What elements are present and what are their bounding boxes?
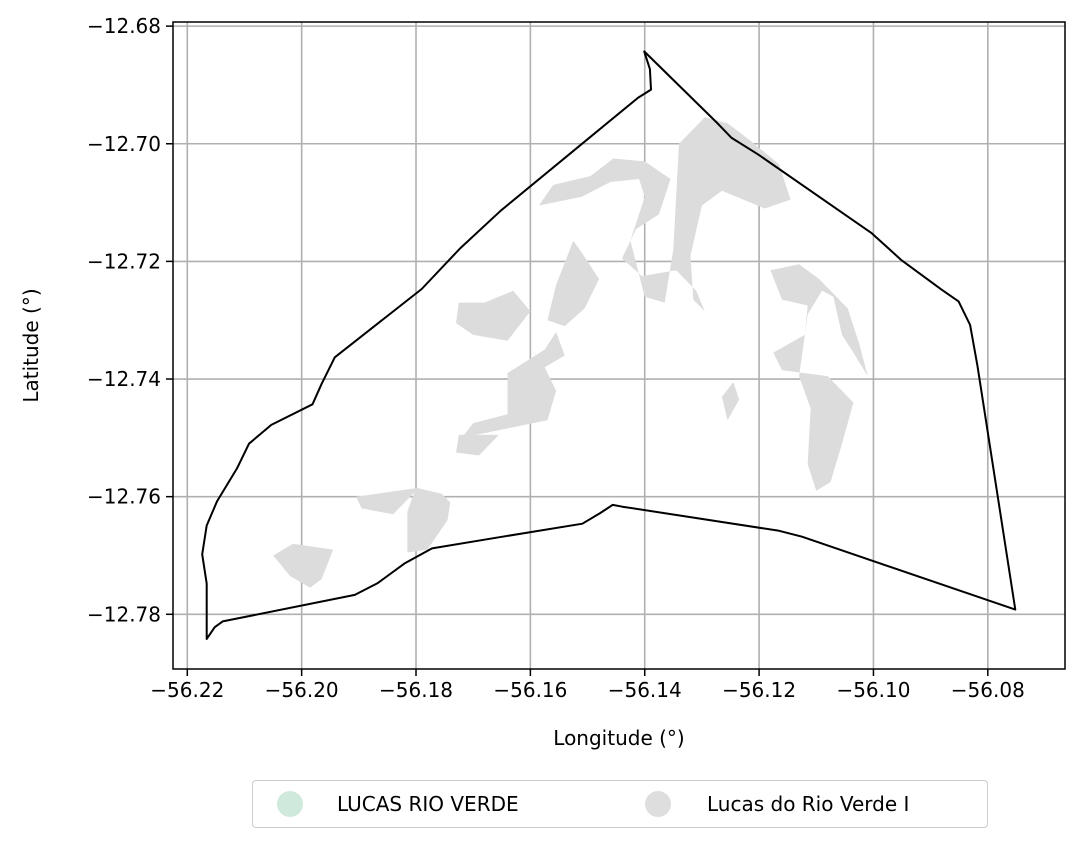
y-tick-label: −12.78 (87, 602, 161, 626)
plot-frame (172, 21, 1066, 670)
parcel-polygon (356, 487, 419, 515)
parcel-polygon (547, 240, 599, 327)
legend-item-lucas-do-rio-verde-i: Lucas do Rio Verde I (645, 781, 909, 827)
y-tick-label: −12.74 (87, 367, 161, 391)
x-tick-label: −56.18 (379, 678, 453, 702)
parcel-polygon (538, 117, 791, 312)
y-tick-label: −12.72 (87, 249, 161, 273)
legend-label: LUCAS RIO VERDE (337, 792, 519, 816)
parcel-polygon (456, 290, 531, 341)
parcel-polygon (770, 264, 868, 491)
x-tick-label: −56.08 (951, 678, 1025, 702)
x-tick-label: −56.16 (493, 678, 567, 702)
legend-item-lucas-rio-verde: LUCAS RIO VERDE (277, 781, 519, 827)
legend: LUCAS RIO VERDE Lucas do Rio Verde I (252, 780, 988, 828)
municipality-boundary (201, 50, 1017, 640)
y-tick-label: −12.76 (87, 485, 161, 509)
legend-marker-icon (277, 791, 303, 817)
x-tick-label: −56.14 (608, 678, 682, 702)
y-axis-label: Latitude (°) (19, 288, 43, 402)
parcel-polygon (407, 487, 451, 553)
parcel-polygon (461, 332, 565, 438)
x-axis-ticks: −56.22 −56.20 −56.18 −56.16 −56.14 −56.12 −56.… (150, 669, 1025, 702)
x-tick-label: −56.12 (722, 678, 796, 702)
x-tick-label: −56.10 (836, 678, 910, 702)
parcel-polygon (273, 543, 334, 588)
y-tick-label: −12.70 (87, 132, 161, 156)
boundary-layer (201, 50, 1017, 640)
x-tick-label: −56.20 (265, 678, 339, 702)
y-axis-ticks: −12.68 −12.70 −12.72 −12.74 −12.76 −12.78 (87, 14, 173, 626)
parcels-layer (273, 117, 868, 588)
grid-lines (173, 22, 1065, 669)
parcel-polygon (456, 434, 499, 456)
parcel-polygon (721, 382, 740, 421)
map-plot: −56.22 −56.20 −56.18 −56.16 −56.14 −56.12 −56.… (19, 14, 1066, 750)
y-tick-label: −12.68 (87, 14, 161, 38)
x-axis-label: Longitude (°) (553, 726, 684, 750)
legend-label: Lucas do Rio Verde I (707, 792, 910, 816)
x-tick-label: −56.22 (150, 678, 224, 702)
legend-marker-icon (645, 791, 671, 817)
